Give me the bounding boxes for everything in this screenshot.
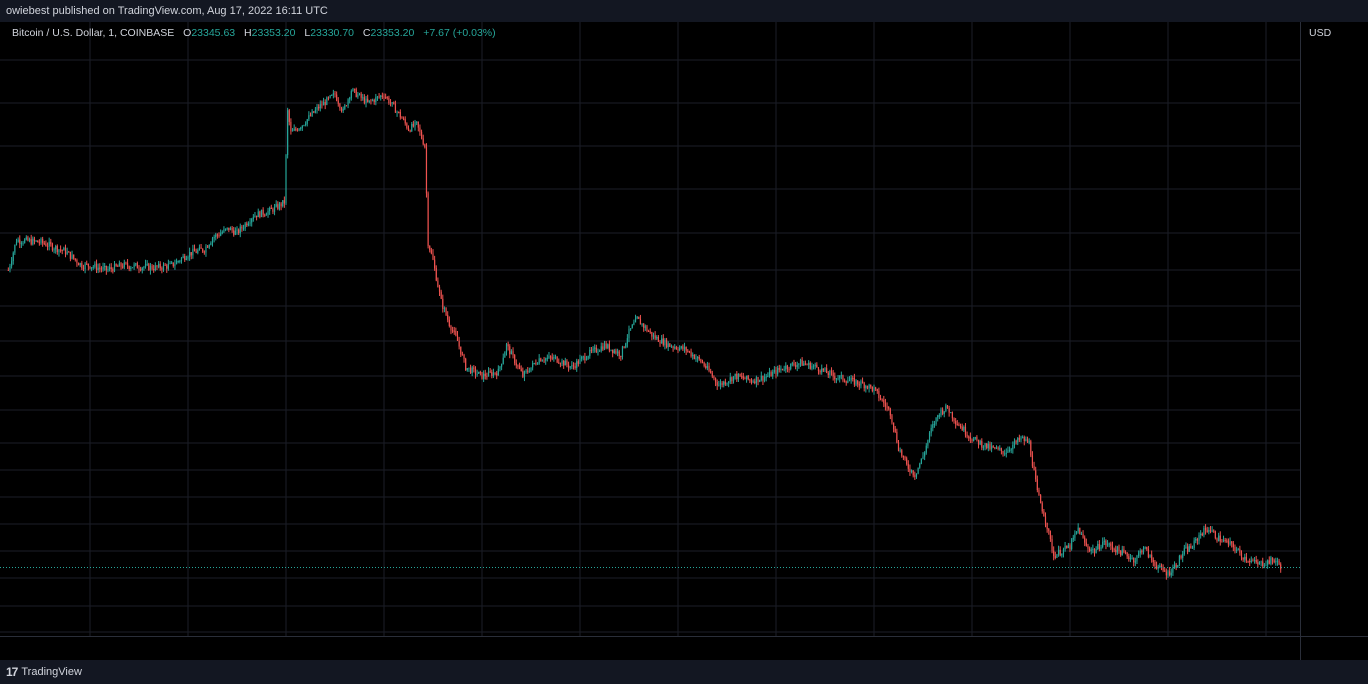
tradingview-logo-text: TradingView	[21, 666, 82, 678]
ohlc-legend: Bitcoin / U.S. Dollar, 1, COINBASE O2334…	[12, 27, 496, 39]
change-value: +7.67 (+0.03%)	[423, 27, 496, 39]
close-value: 23353.20	[370, 27, 415, 39]
tradingview-logo[interactable]: 17 TradingView	[6, 660, 82, 684]
scale-corner	[1300, 636, 1368, 660]
tradingview-logo-icon: 17	[6, 665, 18, 679]
open-label: O	[183, 27, 192, 39]
high-label: H	[244, 27, 252, 39]
low-label: L	[304, 27, 311, 39]
price-scale[interactable]	[1300, 22, 1368, 636]
chart-area[interactable]	[0, 22, 1300, 636]
footer-bar: 17 TradingView	[0, 660, 1368, 684]
publish-text: owiebest published on TradingView.com, A…	[6, 5, 328, 17]
close-label: C	[362, 27, 371, 39]
publish-header: owiebest published on TradingView.com, A…	[0, 0, 1368, 22]
open-value: 23345.63	[191, 27, 236, 39]
low-value: 23330.70	[310, 27, 354, 39]
time-scale[interactable]	[0, 636, 1300, 660]
symbol-title: Bitcoin / U.S. Dollar, 1, COINBASE	[12, 27, 175, 39]
high-value: 23353.20	[251, 27, 296, 39]
currency-label: USD	[1309, 27, 1332, 39]
